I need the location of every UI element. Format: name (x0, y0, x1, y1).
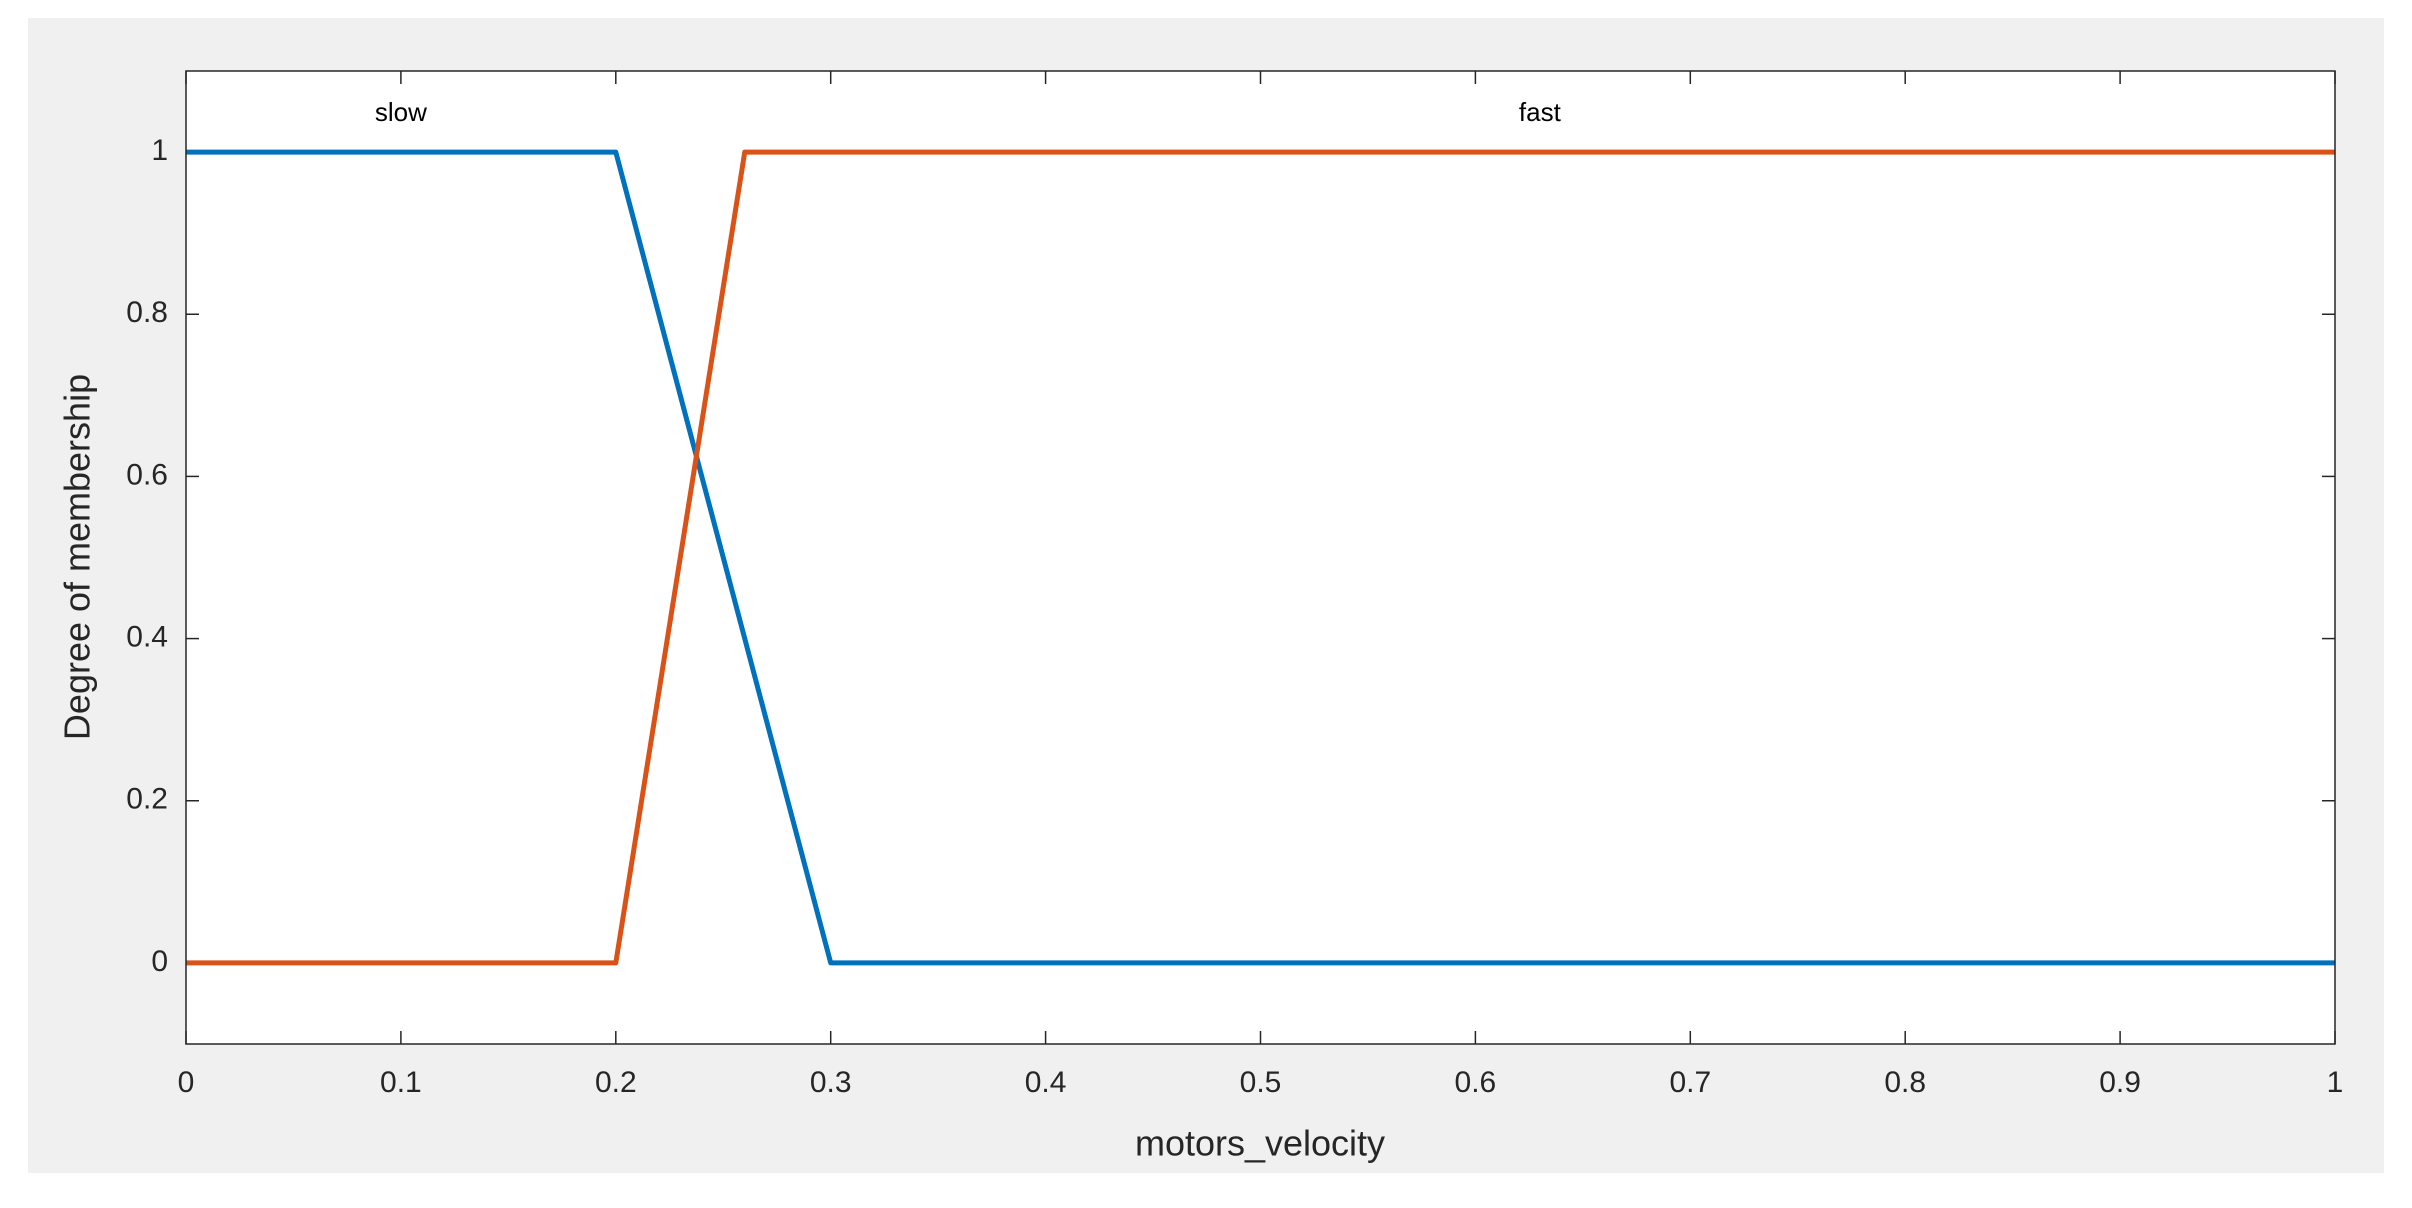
x-axis-label: motors_velocity (1135, 1123, 1385, 1164)
x-tick-label: 0 (178, 1066, 195, 1099)
x-tick-label: 0.6 (1455, 1066, 1497, 1099)
x-tick-label: 0.8 (1884, 1066, 1926, 1099)
axes-box (185, 70, 2336, 1045)
series-name-label: fast (1519, 97, 1562, 127)
x-tick-label: 0.7 (1669, 1066, 1711, 1099)
y-tick-label: 0 (151, 945, 168, 978)
x-tick-label: 0.4 (1025, 1066, 1067, 1099)
y-tick-label: 1 (151, 134, 168, 167)
x-tick-label: 0.1 (380, 1066, 422, 1099)
y-tick-label: 0.4 (126, 621, 168, 654)
x-tick-label: 1 (2327, 1066, 2344, 1099)
y-tick-label: 0.8 (126, 296, 168, 329)
x-tick-label: 0.5 (1240, 1066, 1282, 1099)
series-line (186, 149, 2335, 966)
x-tick-label: 0.2 (595, 1066, 637, 1099)
plot-area (186, 71, 2335, 1044)
y-axis-label: Degree of membership (57, 374, 98, 740)
series-line (186, 149, 2335, 966)
x-tick-label: 0.9 (2099, 1066, 2141, 1099)
series-name-label: slow (375, 97, 427, 127)
x-tick-label: 0.3 (810, 1066, 852, 1099)
y-tick-label: 0.6 (126, 458, 168, 491)
y-tick-label: 0.2 (126, 783, 168, 816)
